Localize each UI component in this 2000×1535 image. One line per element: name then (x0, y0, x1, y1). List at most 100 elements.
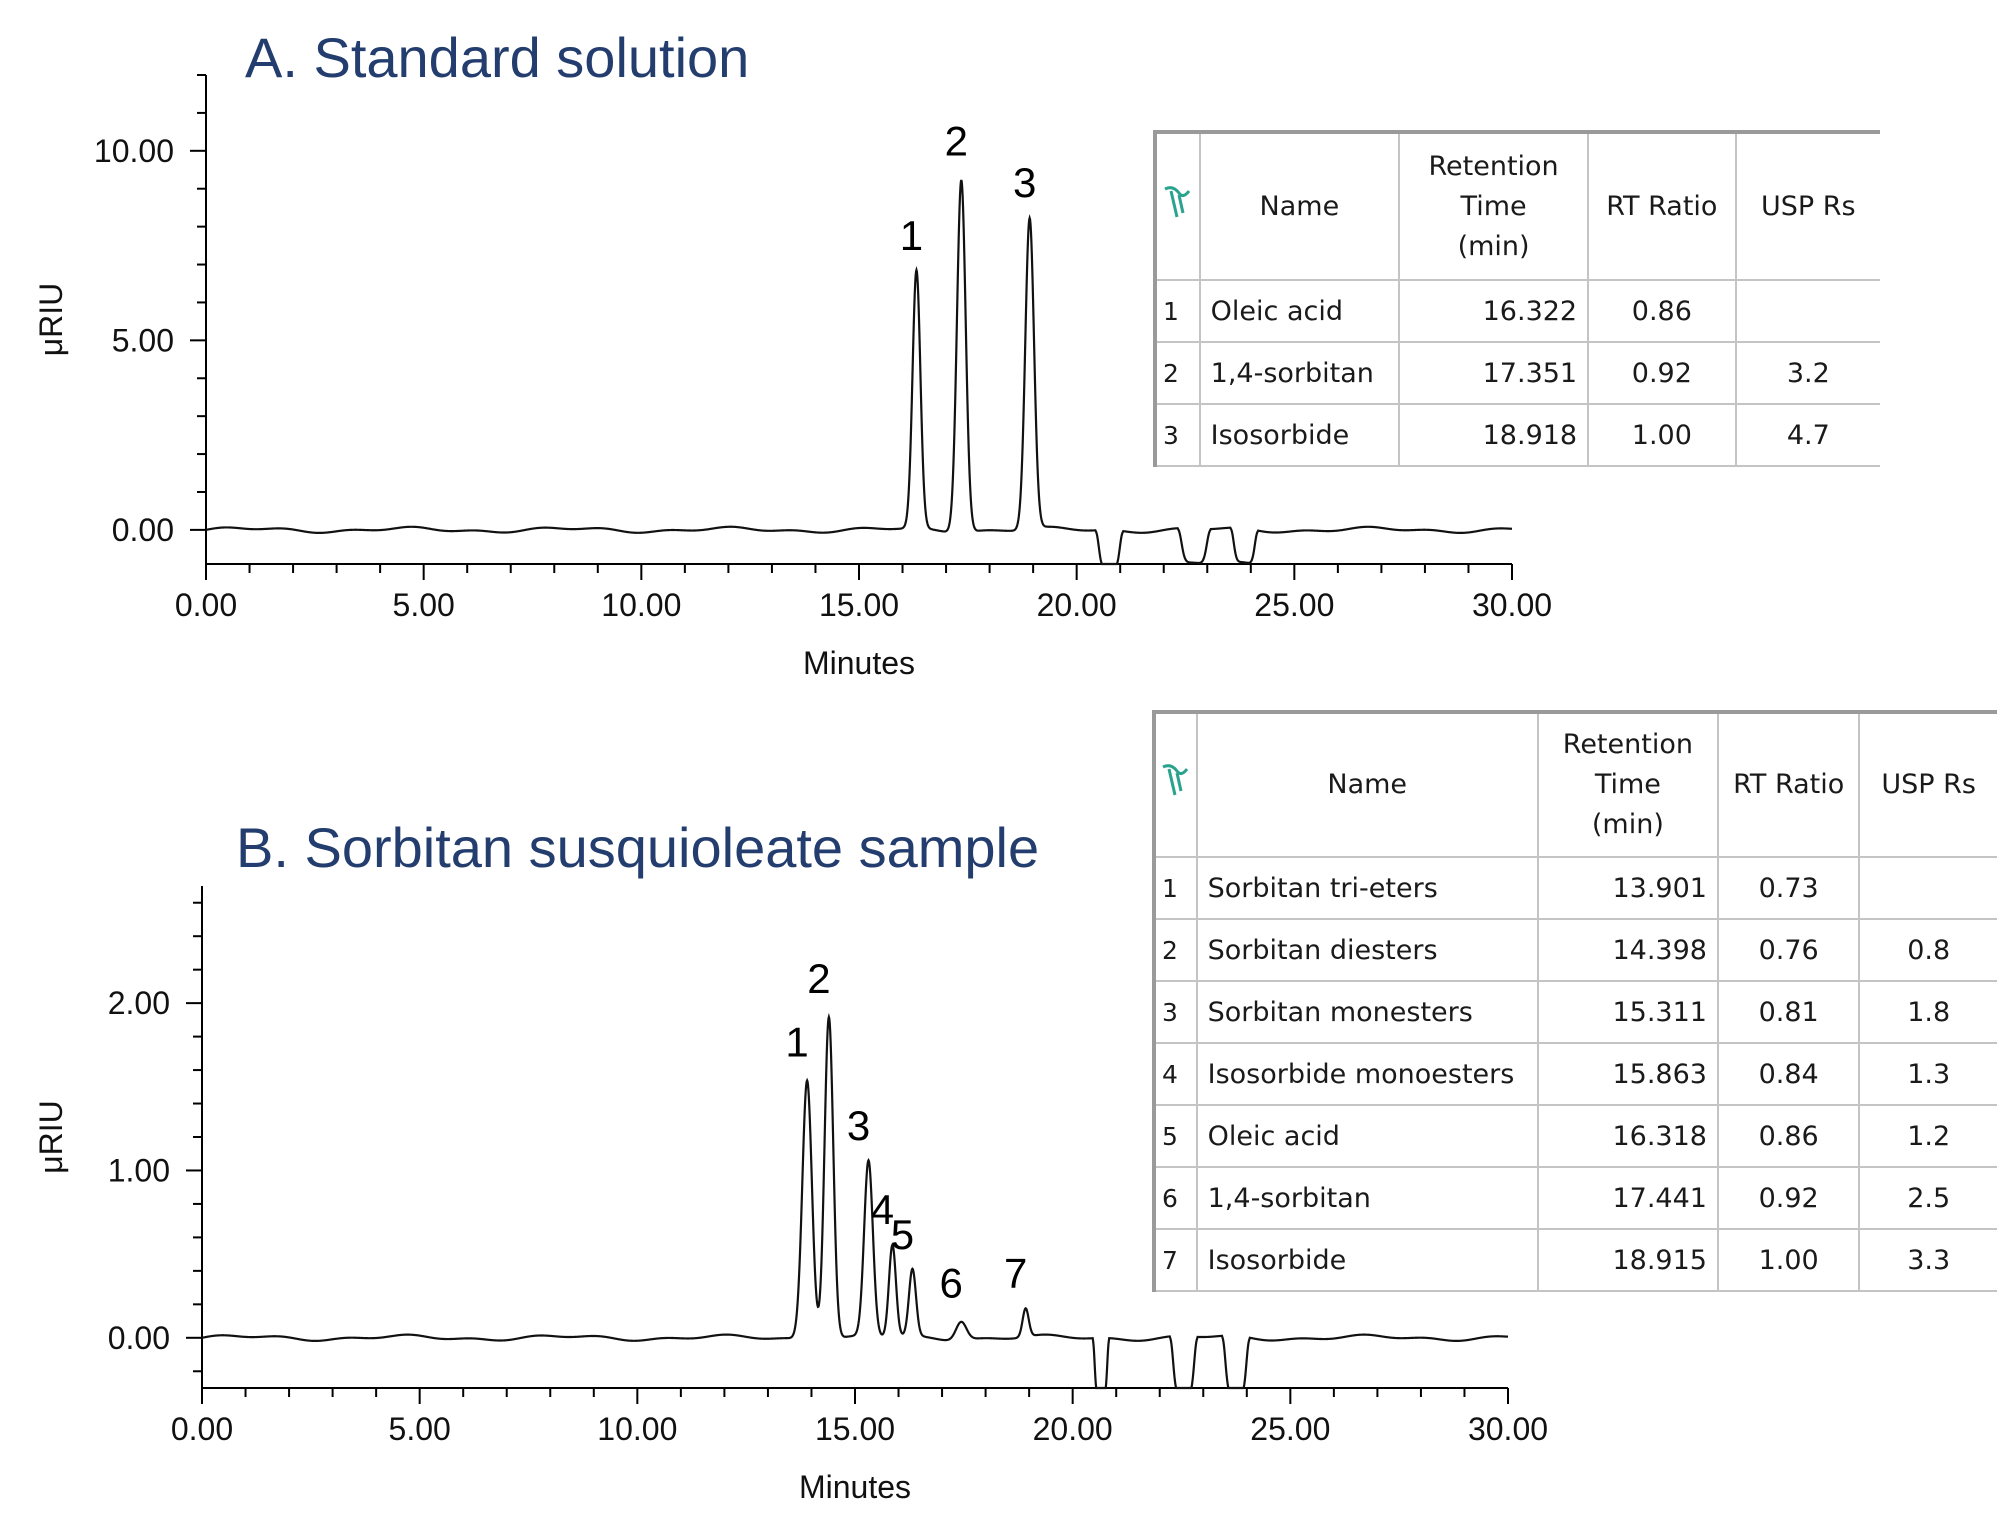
panel-a-title: A. Standard solution (245, 26, 750, 89)
chromatogram-trace (205, 179, 1513, 566)
retention-time: 14.398 (1536, 918, 1719, 982)
retention-time: 17.441 (1536, 1166, 1719, 1230)
rt-ratio: 0.81 (1716, 980, 1861, 1044)
table-row: 1 Sorbitan tri-eters 13.901 0.73 (1153, 856, 1997, 920)
table-row: 7 Isosorbide 18.915 1.00 3.3 (1153, 1228, 1997, 1292)
column-header-usp-rs: USP Rs (1734, 131, 1880, 281)
column-header-rt-ratio: RT Ratio (1716, 711, 1861, 858)
compound-name: 1,4-sorbitan (1195, 1166, 1539, 1230)
compound-name: Isosorbide monoesters (1195, 1042, 1539, 1106)
rt-ratio: 1.00 (1716, 1228, 1861, 1292)
x-axis-label: Minutes (803, 645, 915, 681)
table-corner-cell (1154, 131, 1201, 281)
column-header-name: Name (1198, 131, 1401, 281)
x-tick-label: 0.00 (175, 587, 237, 623)
table-row: 3 Sorbitan monesters 15.311 0.81 1.8 (1153, 980, 1997, 1044)
x-axis-label: Minutes (799, 1469, 911, 1505)
rt-ratio: 0.92 (1587, 341, 1737, 405)
x-tick-label: 20.00 (1037, 587, 1117, 623)
header-line: Retention (1428, 150, 1559, 182)
column-header-usp-rs: USP Rs (1858, 711, 1997, 858)
x-tick-label: 20.00 (1033, 1411, 1113, 1447)
compound-name: Sorbitan tri-eters (1195, 856, 1539, 920)
row-index: 1 (1154, 279, 1201, 343)
row-index: 6 (1153, 1166, 1198, 1230)
column-header-rt-ratio: RT Ratio (1587, 131, 1737, 281)
usp-rs: 2.5 (1858, 1166, 1997, 1230)
row-index: 1 (1153, 856, 1198, 920)
header-line: Time (1594, 769, 1661, 800)
x-tick-label: 0.00 (171, 1411, 233, 1447)
row-index: 2 (1153, 918, 1198, 982)
usp-rs: 3.2 (1734, 341, 1880, 405)
retention-time: 15.311 (1536, 980, 1719, 1044)
usp-rs: 4.7 (1734, 403, 1880, 467)
x-tick-label: 25.00 (1254, 587, 1334, 623)
peak-integration-icon (1162, 764, 1189, 796)
retention-time: 18.915 (1536, 1228, 1719, 1292)
row-index: 3 (1153, 980, 1198, 1044)
retention-time: 18.918 (1398, 403, 1590, 467)
header-line: (min) (1457, 230, 1530, 262)
peak-label: 4 (871, 1186, 894, 1233)
table-row: 6 1,4-sorbitan 17.441 0.92 2.5 (1153, 1166, 1997, 1230)
usp-rs: 0.8 (1858, 918, 1997, 982)
compound-name: Isosorbide (1195, 1228, 1539, 1292)
usp-rs: 1.3 (1858, 1042, 1997, 1106)
panel-a-peak-table: Name Retention Time (min) RT Ratio USP R… (1153, 130, 1880, 467)
retention-time: 16.322 (1398, 279, 1590, 343)
peak-label: 3 (1013, 159, 1036, 206)
usp-rs: 1.8 (1858, 980, 1997, 1044)
row-index: 7 (1153, 1228, 1198, 1292)
y-tick-label: 2.00 (108, 985, 170, 1021)
rt-ratio: 0.86 (1587, 279, 1737, 343)
x-tick-label: 10.00 (597, 1411, 677, 1447)
column-header-retention-time: Retention Time (min) (1536, 711, 1719, 858)
y-tick-label: 10.00 (94, 133, 174, 169)
row-index: 5 (1153, 1104, 1198, 1168)
compound-name: Oleic acid (1198, 279, 1401, 343)
peak-label: 2 (945, 117, 968, 164)
retention-time: 16.318 (1536, 1104, 1719, 1168)
header-line: (min) (1591, 809, 1664, 840)
header-line: Retention (1562, 729, 1693, 760)
usp-rs (1858, 856, 1997, 920)
compound-name: Sorbitan diesters (1195, 918, 1539, 982)
column-header-name: Name (1195, 711, 1539, 858)
rt-ratio: 0.86 (1716, 1104, 1861, 1168)
panel-b-title: B. Sorbitan susquioleate sample (236, 816, 1040, 879)
x-tick-label: 5.00 (389, 1411, 451, 1447)
rt-ratio: 0.76 (1716, 918, 1861, 982)
x-tick-label: 10.00 (601, 587, 681, 623)
table-corner-cell (1153, 711, 1198, 858)
x-tick-label: 15.00 (819, 587, 899, 623)
peak-label: 5 (891, 1211, 914, 1258)
x-tick-label: 25.00 (1250, 1411, 1330, 1447)
table-row: 4 Isosorbide monoesters 15.863 0.84 1.3 (1153, 1042, 1997, 1106)
x-tick-label: 15.00 (815, 1411, 895, 1447)
rt-ratio: 1.00 (1587, 403, 1737, 467)
usp-rs (1734, 279, 1880, 343)
peak-label: 1 (900, 212, 923, 259)
peak-label: 1 (785, 1018, 808, 1065)
rt-ratio: 0.84 (1716, 1042, 1861, 1106)
y-tick-label: 5.00 (112, 322, 174, 358)
x-tick-label: 5.00 (393, 587, 455, 623)
peak-label: 3 (847, 1102, 870, 1149)
row-index: 2 (1154, 341, 1201, 405)
rt-ratio: 0.92 (1716, 1166, 1861, 1230)
table-row: 2 1,4-sorbitan 17.351 0.92 3.2 (1154, 341, 1880, 405)
y-axis-label: μRIU (33, 1100, 69, 1174)
compound-name: 1,4-sorbitan (1198, 341, 1401, 405)
y-axis-label: μRIU (33, 283, 69, 357)
table-row: 3 Isosorbide 18.918 1.00 4.7 (1154, 403, 1880, 467)
peak-integration-icon (1164, 185, 1191, 217)
x-tick-label: 30.00 (1472, 587, 1552, 623)
row-index: 4 (1153, 1042, 1198, 1106)
rt-ratio: 0.73 (1716, 856, 1861, 920)
column-header-retention-time: Retention Time (min) (1398, 131, 1590, 281)
table-row: 2 Sorbitan diesters 14.398 0.76 0.8 (1153, 918, 1997, 982)
usp-rs: 1.2 (1858, 1104, 1997, 1168)
x-tick-label: 30.00 (1468, 1411, 1548, 1447)
